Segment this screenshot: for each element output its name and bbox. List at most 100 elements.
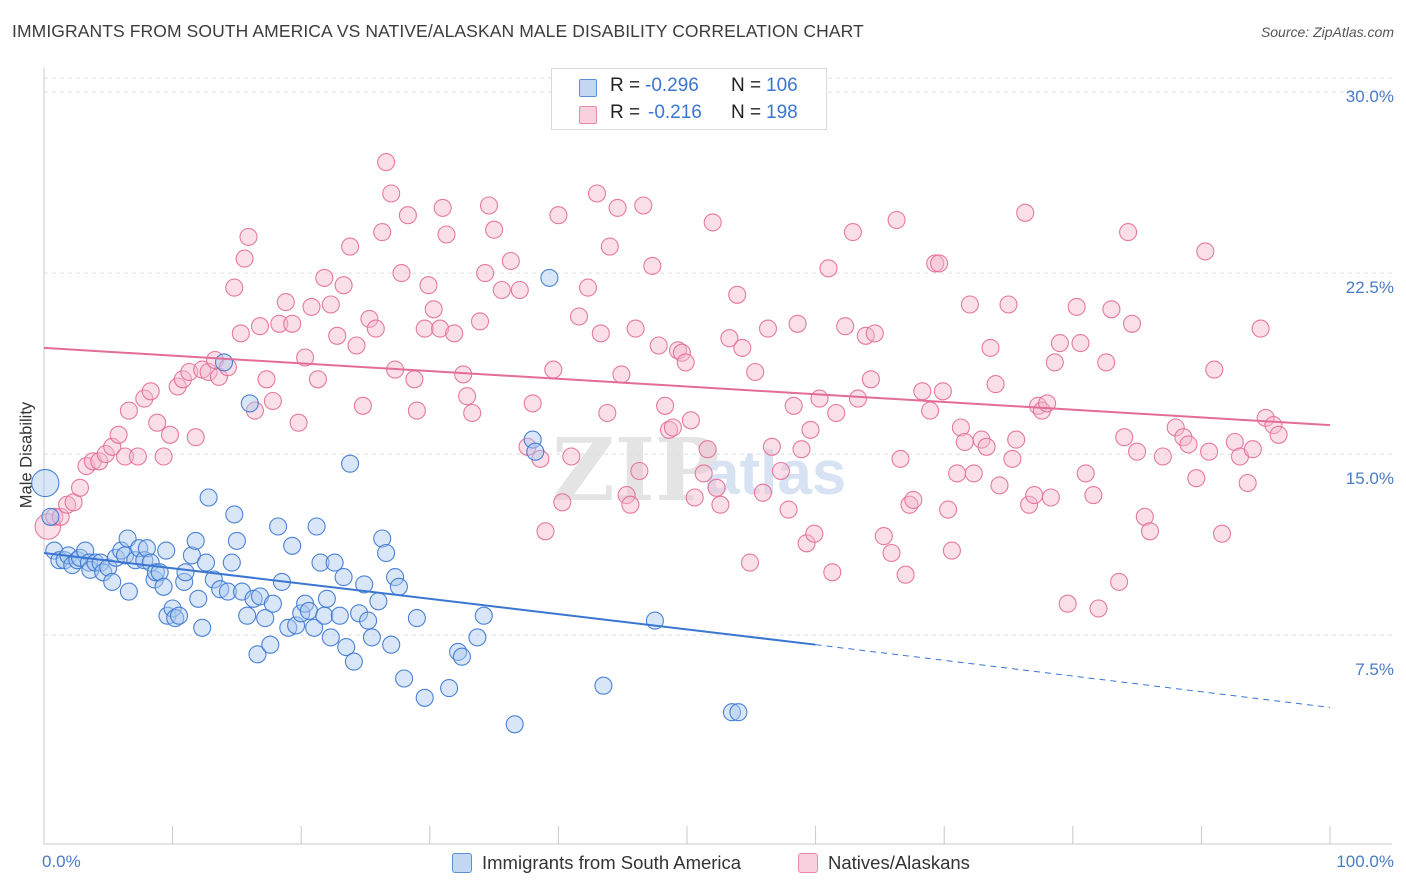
natives-alaskans-point xyxy=(891,449,910,468)
natives-alaskans-point xyxy=(109,425,128,444)
natives-alaskans-point xyxy=(415,319,434,338)
natives-alaskans-point xyxy=(758,319,778,338)
immigrants-south-america-point xyxy=(240,394,259,413)
natives-alaskans-point xyxy=(861,370,880,389)
natives-alaskans-point xyxy=(257,370,276,389)
immigrants-south-america-point xyxy=(337,638,356,657)
natives-alaskans-point xyxy=(424,300,443,319)
natives-alaskans-point xyxy=(612,365,631,384)
source-label: Source: ZipAtlas.com xyxy=(1260,24,1394,40)
natives-alaskans-point xyxy=(1212,524,1232,543)
natives-alaskans-point xyxy=(431,319,450,338)
correlation-legend: R = -0.296 N = 106 R = -0.216 N = 198 xyxy=(551,68,827,130)
natives-alaskans-point xyxy=(951,418,970,437)
immigrants-south-america-point xyxy=(261,635,280,654)
natives-alaskans-point xyxy=(896,565,915,584)
natives-alaskans-point xyxy=(746,362,765,382)
immigrants-south-america-point xyxy=(325,553,344,572)
immigrants-south-america-point xyxy=(248,645,267,664)
natives-alaskans-point xyxy=(1135,507,1154,526)
natives-alaskans-point xyxy=(1153,447,1172,466)
watermark-zip: ZIP xyxy=(552,420,720,521)
immigrants-south-america-point xyxy=(118,529,137,548)
immigrants-south-america-point xyxy=(214,353,234,372)
natives-alaskans-point xyxy=(999,295,1018,314)
natives-alaskans-point xyxy=(728,285,747,304)
natives-alaskans-point xyxy=(810,389,829,408)
natives-alaskans-point xyxy=(377,153,396,172)
natives-alaskans-point xyxy=(148,413,167,432)
natives-alaskans-point xyxy=(955,432,974,452)
natives-alaskans-point xyxy=(1025,486,1044,505)
legend-swatch-pink xyxy=(579,106,597,124)
immigrants-south-america-point xyxy=(415,688,434,707)
natives-alaskans-point xyxy=(634,196,653,215)
natives-alaskans-point xyxy=(235,249,254,268)
legend-n-label: N = xyxy=(731,102,762,123)
immigrants-south-america-point xyxy=(722,703,742,722)
natives-alaskans-point xyxy=(536,522,555,541)
natives-alaskans-point xyxy=(250,317,270,336)
natives-alaskans-point xyxy=(398,206,417,225)
immigrants-south-america-point xyxy=(31,468,60,498)
natives-alaskans-point xyxy=(186,428,205,447)
immigrants-south-america-point xyxy=(130,539,149,558)
natives-alaskans-point xyxy=(334,276,353,295)
immigrants-south-america-point xyxy=(468,628,487,647)
natives-alaskans-point xyxy=(933,382,952,401)
natives-alaskans-point xyxy=(598,403,617,423)
natives-alaskans-point xyxy=(366,319,385,338)
immigrants-south-america-point xyxy=(321,628,340,647)
natives-alaskans-point xyxy=(392,264,411,283)
immigrants-south-america-point xyxy=(99,558,118,577)
natives-alaskans-point xyxy=(600,237,619,256)
natives-alaskans-point xyxy=(819,259,838,278)
bottom-legend-label-natives: Natives/Alaskans xyxy=(828,852,970,873)
natives-alaskans-point xyxy=(1003,449,1022,468)
immigrants-south-america-point xyxy=(186,531,205,550)
natives-alaskans-point xyxy=(733,338,752,357)
x-tick-label-0: 0.0% xyxy=(42,852,81,871)
natives-alaskans-point xyxy=(694,464,713,483)
y-axis-label: Male Disability xyxy=(17,401,36,509)
natives-alaskans-point xyxy=(1166,418,1185,437)
natives-alaskans-point xyxy=(96,445,115,464)
immigrants-south-america-point xyxy=(256,609,275,628)
natives-alaskans-point xyxy=(263,391,282,411)
immigrants-south-america-point xyxy=(238,606,257,625)
immigrants-south-america-point xyxy=(355,575,374,594)
chart-title: IMMIGRANTS FROM SOUTH AMERICA VS NATIVE/… xyxy=(12,21,864,41)
natives-alaskans-point xyxy=(913,382,932,401)
natives-alaskans-point xyxy=(382,184,401,203)
immigrants-south-america-point xyxy=(283,536,302,555)
immigrants-south-america-point xyxy=(359,611,378,630)
immigrants-south-america-point xyxy=(344,652,363,671)
natives-alaskans-point xyxy=(823,563,842,582)
immigrants-south-america-point xyxy=(169,606,189,625)
natives-alaskans-point xyxy=(779,500,798,519)
natives-alaskans-point xyxy=(685,488,704,507)
natives-alaskans-point xyxy=(115,447,135,466)
immigrants-south-america-point xyxy=(440,679,459,698)
natives-alaskans-point xyxy=(479,196,499,215)
natives-alaskans-point xyxy=(676,353,695,372)
natives-alaskans-point xyxy=(843,223,862,242)
natives-alaskans-point xyxy=(698,440,717,459)
immigrants-south-america-point xyxy=(232,582,252,601)
immigrants-south-america-point xyxy=(452,647,471,666)
natives-alaskans-point xyxy=(1187,469,1206,488)
natives-alaskans-point xyxy=(926,254,945,273)
legend-n-value-blue: 106 xyxy=(766,75,798,96)
bottom-legend-swatch-blue xyxy=(452,853,472,873)
natives-alaskans-point xyxy=(904,490,923,509)
natives-alaskans-point xyxy=(977,437,996,456)
natives-alaskans-point xyxy=(1115,428,1134,447)
immigrants-south-america-point xyxy=(299,601,318,620)
immigrants-south-america-point xyxy=(350,604,369,623)
immigrants-south-america-point xyxy=(137,539,156,558)
trend-line-natives xyxy=(43,346,1331,427)
immigrants-south-america-point xyxy=(119,582,138,601)
immigrants-south-america-point xyxy=(373,529,392,548)
natives-alaskans-point xyxy=(553,493,572,512)
natives-alaskans-point xyxy=(353,396,372,415)
